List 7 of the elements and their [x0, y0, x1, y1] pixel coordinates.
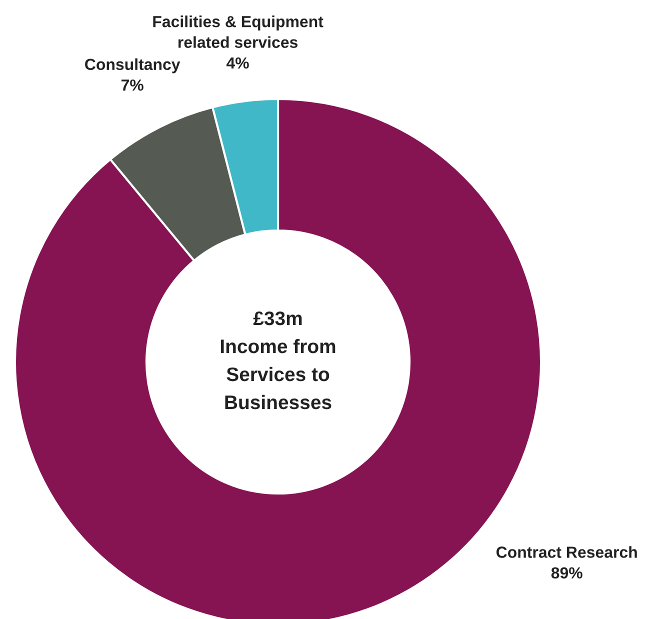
data-label: 4% [226, 57, 249, 69]
text: £33m Income from Services to Businesses [220, 311, 336, 410]
data-label: 89% [551, 567, 582, 579]
data-label: 7% [121, 79, 144, 91]
slice-label: Consultancy [85, 58, 180, 74]
slice-label: Contract Research [496, 546, 637, 558]
slice-label: Facilities & Equipment related services [153, 16, 324, 48]
